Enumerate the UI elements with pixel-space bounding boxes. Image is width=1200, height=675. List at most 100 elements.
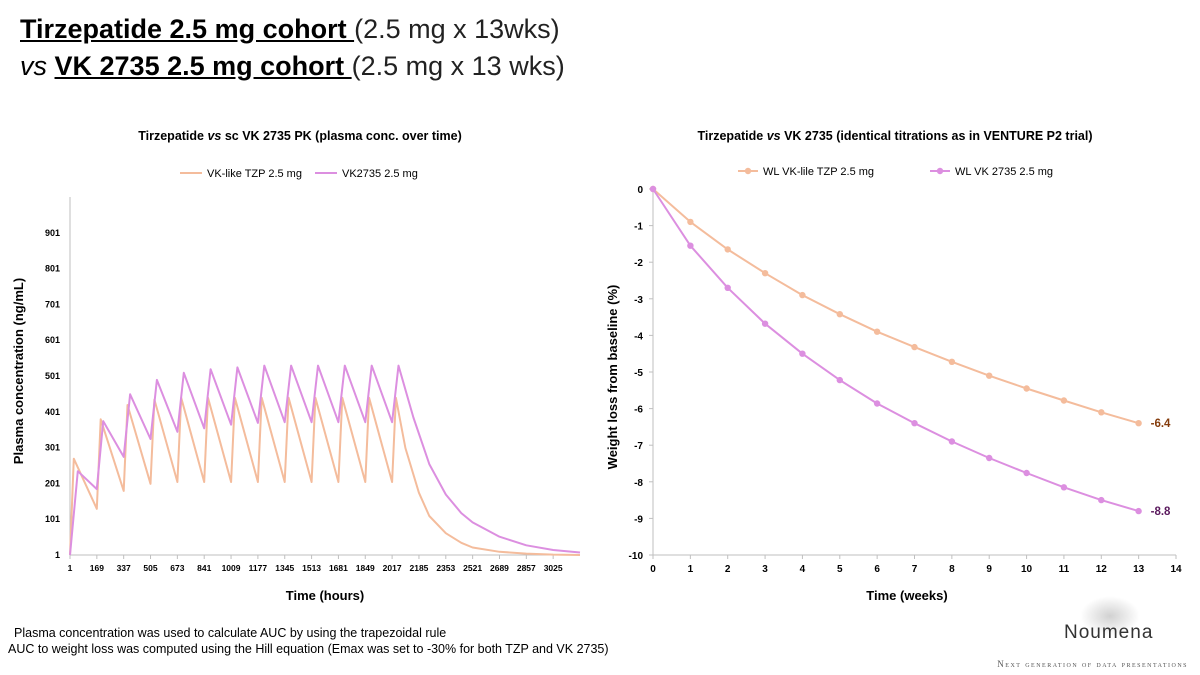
wl-x-tick-10: 10 [1021, 564, 1033, 575]
wl-point-0-11 [1060, 397, 1068, 404]
wl-end-label-0: -6.4 [1151, 418, 1171, 430]
wl-point-1-9 [986, 454, 993, 462]
wl-point-0-8 [948, 358, 956, 365]
wl-point-1-6 [873, 400, 881, 407]
wl-series-line-1 [652, 188, 1139, 513]
wl-point-1-13 [1135, 507, 1142, 515]
pk-y-tick-6: 601 [45, 335, 60, 345]
slide-title-line-2: vs VK 2735 2.5 mg cohort (2.5 mg x 13 wk… [20, 50, 565, 82]
pk-y-tick-1: 101 [45, 514, 60, 524]
pk-y-tick-7: 701 [45, 299, 60, 309]
wl-point-1-11 [1060, 484, 1068, 491]
slide-title-line-1: Tirzepatide 2.5 mg cohort (2.5 mg x 13wk… [20, 13, 560, 45]
pk-y-axis-title: Plasma concentration (ng/mL) [11, 278, 26, 464]
wl-end-label-1: -8.8 [1151, 506, 1171, 518]
wl-y-tick-4: -4 [634, 331, 643, 342]
pk-y-tick-3: 301 [45, 443, 60, 453]
pk-x-tick-13: 2185 [409, 563, 428, 573]
title-vk-dosing: (2.5 mg x 13 wks) [351, 51, 565, 81]
wl-y-tick-3: -3 [634, 295, 643, 306]
wl-legend-label-1: WL VK 2735 2.5 mg [955, 166, 1053, 178]
wl-point-1-10 [1023, 469, 1030, 477]
wl-point-1-0 [649, 185, 657, 193]
wl-x-axis-title: Time (weeks) [866, 588, 947, 603]
wl-y-tick-8: -8 [634, 478, 643, 489]
wl-y-tick-1: -1 [634, 222, 643, 233]
wl-point-1-5 [836, 376, 843, 384]
pk-x-tick-2: 337 [117, 563, 131, 573]
wl-x-tick-7: 7 [912, 564, 918, 575]
wl-series-line-0 [652, 188, 1139, 425]
wl-x-tick-0: 0 [650, 564, 656, 575]
wl-point-1-1 [687, 242, 694, 249]
wl-x-tick-14: 14 [1170, 564, 1182, 575]
weight-loss-chart: Tirzepatide vs VK 2735 (identical titrat… [605, 129, 1182, 603]
pk-x-tick-10: 1681 [329, 563, 348, 573]
wl-point-0-9 [986, 372, 993, 379]
wl-point-0-2 [724, 246, 731, 253]
wl-legend-marker-1 [936, 167, 944, 175]
wl-y-tick-5: -5 [634, 368, 643, 379]
wl-point-0-6 [873, 328, 881, 335]
pk-y-tick-9: 901 [45, 228, 60, 238]
pk-x-tick-6: 1009 [222, 563, 241, 573]
footnote-auc: Plasma concentration was used to calcula… [14, 626, 447, 640]
wl-x-tick-9: 9 [986, 564, 992, 575]
wl-point-0-7 [911, 343, 918, 351]
wl-x-tick-12: 12 [1096, 564, 1108, 575]
pk-legend-label-1: VK2735 2.5 mg [342, 168, 418, 180]
title-vk-cohort: VK 2735 2.5 mg cohort [54, 51, 352, 81]
pk-x-axis-title: Time (hours) [286, 588, 365, 603]
pk-chart: Tirzepatide vs sc VK 2735 PK (plasma con… [11, 129, 581, 603]
pk-x-tick-17: 2857 [517, 563, 536, 573]
wl-legend-label-0: WL VK-lile TZP 2.5 mg [763, 166, 874, 178]
pk-x-tick-4: 673 [170, 563, 184, 573]
wl-x-tick-13: 13 [1133, 564, 1145, 575]
wl-point-0-13 [1135, 420, 1142, 427]
wl-point-1-4 [799, 350, 806, 357]
wl-y-tick-9: -9 [634, 514, 643, 525]
wl-point-1-8 [948, 438, 956, 445]
pk-legend-label-0: VK-like TZP 2.5 mg [207, 168, 302, 180]
brand-glow [1080, 596, 1140, 636]
wl-point-0-1 [687, 218, 694, 226]
wl-point-0-10 [1023, 385, 1030, 392]
wl-chart-title: Tirzepatide vs VK 2735 (identical titrat… [697, 129, 1092, 143]
wl-x-tick-11: 11 [1059, 564, 1070, 575]
title-tzp-dosing: (2.5 mg x 13wks) [354, 14, 560, 44]
pk-x-tick-9: 1513 [302, 563, 321, 573]
pk-series-line-1 [69, 364, 581, 556]
pk-x-tick-11: 1849 [356, 563, 375, 573]
title-vs: vs [20, 51, 55, 81]
pk-x-tick-12: 2017 [383, 563, 402, 573]
wl-y-tick-0: 0 [637, 185, 643, 196]
pk-chart-title: Tirzepatide vs sc VK 2735 PK (plasma con… [138, 129, 462, 143]
wl-x-tick-8: 8 [949, 564, 955, 575]
wl-x-tick-6: 6 [874, 564, 880, 575]
brand-tagline: Next generation of data presentations [997, 659, 1188, 669]
pk-y-tick-4: 401 [45, 407, 60, 417]
wl-y-tick-2: -2 [634, 258, 643, 269]
pk-x-tick-5: 841 [197, 563, 211, 573]
wl-y-tick-10: -10 [629, 551, 644, 562]
wl-x-tick-3: 3 [762, 564, 768, 575]
pk-x-tick-1: 169 [90, 563, 104, 573]
wl-y-tick-6: -6 [634, 405, 643, 416]
pk-y-tick-5: 501 [45, 371, 60, 381]
wl-x-tick-5: 5 [837, 564, 843, 575]
brand-logo: Noumena [1064, 622, 1154, 643]
wl-point-1-2 [724, 284, 731, 291]
pk-x-tick-14: 2353 [436, 563, 455, 573]
pk-x-tick-7: 1177 [249, 563, 268, 573]
pk-series-line-0 [69, 396, 581, 556]
wl-y-tick-7: -7 [634, 441, 643, 452]
wl-point-0-5 [836, 311, 843, 318]
footnote-hill: AUC to weight loss was computed using th… [8, 642, 609, 656]
wl-point-0-12 [1098, 409, 1105, 416]
wl-point-1-7 [911, 420, 918, 427]
pk-x-tick-15: 2521 [463, 563, 482, 573]
pk-x-tick-0: 1 [68, 563, 73, 573]
wl-point-1-3 [761, 320, 769, 327]
title-tzp-cohort: Tirzepatide 2.5 mg cohort [20, 14, 355, 44]
wl-x-tick-4: 4 [800, 564, 806, 575]
